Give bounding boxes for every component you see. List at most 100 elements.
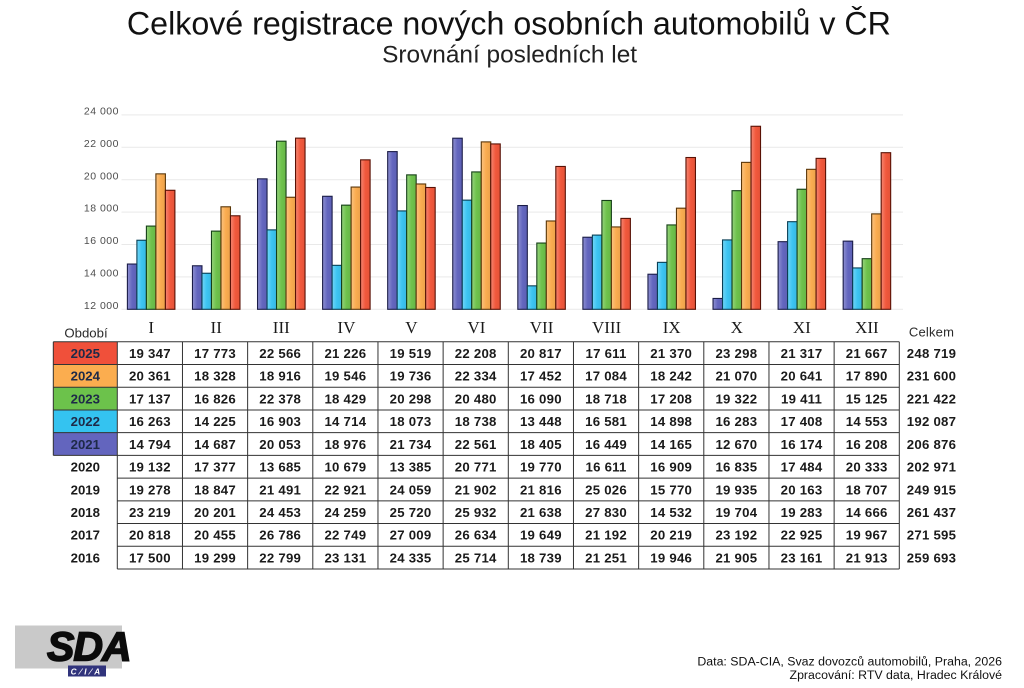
svg-text:14 898: 14 898 [650, 414, 692, 429]
svg-text:25 714: 25 714 [455, 550, 497, 565]
svg-text:19 935: 19 935 [715, 482, 757, 497]
svg-text:16 449: 16 449 [585, 437, 627, 452]
svg-text:V: V [405, 318, 418, 337]
svg-text:Zpracování: RTV data, Hradec K: Zpracování: RTV data, Hradec Králové [790, 668, 1003, 682]
svg-text:26 634: 26 634 [455, 528, 497, 543]
svg-text:24 453: 24 453 [259, 505, 301, 520]
svg-text:I: I [148, 318, 154, 337]
svg-text:22 334: 22 334 [455, 369, 497, 384]
svg-text:II: II [211, 318, 223, 337]
svg-text:18 000: 18 000 [84, 203, 119, 215]
svg-text:249 915: 249 915 [907, 482, 956, 497]
svg-text:20 771: 20 771 [455, 460, 497, 475]
svg-text:23 131: 23 131 [324, 550, 366, 565]
svg-text:20 817: 20 817 [520, 346, 562, 361]
svg-text:17 084: 17 084 [585, 369, 627, 384]
svg-text:14 666: 14 666 [846, 505, 888, 520]
svg-text:16 174: 16 174 [781, 437, 823, 452]
svg-text:13 685: 13 685 [259, 460, 301, 475]
svg-text:21 226: 21 226 [324, 346, 366, 361]
svg-text:271 595: 271 595 [907, 528, 956, 543]
svg-text:21 902: 21 902 [455, 482, 497, 497]
svg-text:24 259: 24 259 [324, 505, 366, 520]
svg-text:23 161: 23 161 [781, 550, 823, 565]
svg-text:Celkové registrace nových osob: Celkové registrace nových osobních autom… [127, 5, 891, 41]
svg-text:VI: VI [468, 318, 486, 337]
svg-text:SDA: SDA [47, 624, 131, 670]
svg-text:21 816: 21 816 [520, 482, 562, 497]
svg-text:XI: XI [793, 318, 811, 337]
svg-text:2019: 2019 [71, 482, 100, 497]
svg-text:Období: Období [64, 326, 108, 341]
svg-text:19 132: 19 132 [129, 460, 171, 475]
svg-text:16 909: 16 909 [650, 460, 692, 475]
svg-text:20 163: 20 163 [781, 482, 823, 497]
svg-text:20 361: 20 361 [129, 369, 171, 384]
svg-text:15 770: 15 770 [650, 482, 692, 497]
svg-text:17 484: 17 484 [781, 460, 823, 475]
svg-text:IX: IX [663, 318, 681, 337]
svg-text:26 786: 26 786 [259, 528, 301, 543]
svg-text:21 192: 21 192 [585, 528, 627, 543]
svg-text:Celkem: Celkem [909, 325, 954, 340]
svg-text:14 225: 14 225 [194, 414, 236, 429]
svg-text:18 073: 18 073 [390, 414, 432, 429]
svg-text:16 263: 16 263 [129, 414, 171, 429]
svg-text:12 000: 12 000 [84, 300, 119, 312]
svg-text:20 201: 20 201 [194, 505, 236, 520]
svg-text:21 070: 21 070 [715, 369, 757, 384]
svg-text:16 090: 16 090 [520, 391, 562, 406]
svg-text:202 971: 202 971 [907, 460, 956, 475]
svg-text:14 687: 14 687 [194, 437, 236, 452]
svg-text:19 649: 19 649 [520, 528, 562, 543]
svg-text:221 422: 221 422 [907, 391, 956, 406]
svg-text:IV: IV [337, 318, 356, 337]
svg-text:18 328: 18 328 [194, 369, 236, 384]
svg-text:18 916: 18 916 [259, 369, 301, 384]
svg-text:25 932: 25 932 [455, 505, 497, 520]
svg-text:22 566: 22 566 [259, 346, 301, 361]
svg-text:22 208: 22 208 [455, 346, 497, 361]
svg-text:24 000: 24 000 [84, 106, 119, 118]
svg-text:20 053: 20 053 [259, 437, 301, 452]
svg-text:21 317: 21 317 [781, 346, 823, 361]
svg-text:14 553: 14 553 [846, 414, 888, 429]
svg-text:231 600: 231 600 [907, 369, 956, 384]
svg-text:17 452: 17 452 [520, 369, 562, 384]
svg-text:C⁄I⁄A: C⁄I⁄A [71, 667, 104, 676]
svg-text:27 830: 27 830 [585, 505, 627, 520]
svg-text:23 298: 23 298 [715, 346, 757, 361]
svg-text:17 408: 17 408 [781, 414, 823, 429]
svg-text:23 192: 23 192 [715, 528, 757, 543]
svg-text:17 137: 17 137 [129, 391, 171, 406]
svg-text:14 000: 14 000 [84, 268, 119, 280]
svg-text:20 298: 20 298 [390, 391, 432, 406]
svg-text:16 208: 16 208 [846, 437, 888, 452]
svg-text:16 835: 16 835 [715, 460, 757, 475]
svg-text:2018: 2018 [71, 505, 100, 520]
svg-text:Srovnání posledních let: Srovnání posledních let [382, 42, 637, 69]
svg-text:20 641: 20 641 [781, 369, 823, 384]
svg-text:2024: 2024 [71, 369, 101, 384]
svg-text:22 378: 22 378 [259, 391, 301, 406]
svg-text:XII: XII [855, 318, 879, 337]
svg-text:22 799: 22 799 [259, 550, 301, 565]
svg-text:2017: 2017 [71, 528, 100, 543]
svg-text:23 219: 23 219 [129, 505, 171, 520]
svg-text:248 719: 248 719 [907, 346, 956, 361]
svg-text:14 714: 14 714 [324, 414, 366, 429]
svg-text:25 720: 25 720 [390, 505, 432, 520]
svg-text:19 519: 19 519 [390, 346, 432, 361]
svg-text:21 913: 21 913 [846, 550, 888, 565]
svg-text:20 219: 20 219 [650, 528, 692, 543]
svg-text:21 491: 21 491 [259, 482, 301, 497]
svg-text:13 385: 13 385 [390, 460, 432, 475]
svg-text:2025: 2025 [71, 346, 100, 361]
svg-text:20 333: 20 333 [846, 460, 888, 475]
svg-text:27 009: 27 009 [390, 528, 432, 543]
svg-text:16 581: 16 581 [585, 414, 627, 429]
svg-text:19 322: 19 322 [715, 391, 757, 406]
svg-text:25 026: 25 026 [585, 482, 627, 497]
svg-text:20 000: 20 000 [84, 170, 119, 182]
svg-text:VII: VII [530, 318, 554, 337]
